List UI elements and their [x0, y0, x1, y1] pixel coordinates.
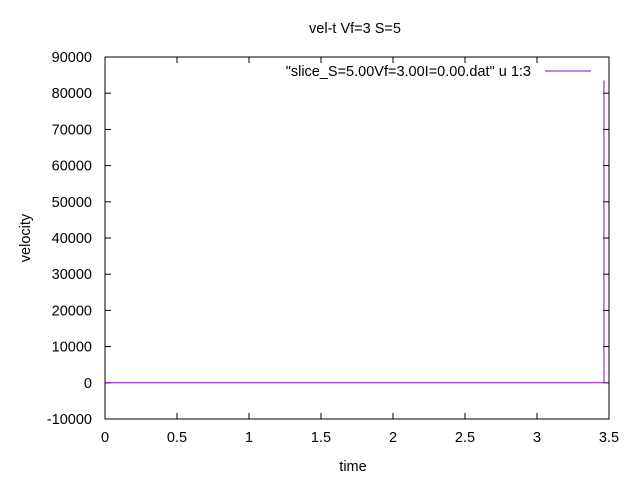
y-tick-label: 70000: [52, 122, 92, 138]
x-tick-label: 3.5: [599, 430, 619, 446]
y-tick-label: 30000: [52, 267, 92, 283]
plot-frame: [104, 56, 610, 420]
x-tick-label: 0.5: [167, 430, 187, 446]
y-axis-label: velocity: [18, 213, 34, 262]
y-tick-label: 10000: [52, 340, 92, 356]
x-tick-label: 0: [101, 430, 109, 446]
x-axis-label: time: [339, 459, 366, 475]
x-axis: 0 0.5 1 1.5 2 2.5 3 3.5: [101, 57, 619, 446]
x-tick-label: 1.5: [311, 430, 331, 446]
y-tick-label: 20000: [52, 303, 92, 319]
y-tick-label: 80000: [52, 86, 92, 102]
chart-title: vel-t Vf=3 S=5: [309, 21, 401, 37]
y-tick-label: 0: [84, 376, 92, 392]
x-tick-label: 2.5: [455, 430, 475, 446]
x-tick-label: 2: [389, 430, 397, 446]
series-line: [105, 80, 605, 384]
x-tick-label: 1: [245, 430, 253, 446]
y-tick-label: 90000: [52, 50, 92, 66]
series-layer: [105, 80, 605, 384]
y-tick-label: 60000: [52, 159, 92, 175]
y-tick-label: 50000: [52, 195, 92, 211]
x-tick-label: 3: [533, 430, 541, 446]
y-tick-label: 40000: [52, 231, 92, 247]
legend: "slice_S=5.00Vf=3.00I=0.00.dat" u 1:3: [286, 64, 591, 80]
y-axis: -10000 0 10000 20000 30000 40000 50000 60000 700…: [47, 50, 609, 428]
y-tick-label: -10000: [47, 412, 92, 428]
legend-label: "slice_S=5.00Vf=3.00I=0.00.dat" u 1:3: [286, 64, 531, 80]
